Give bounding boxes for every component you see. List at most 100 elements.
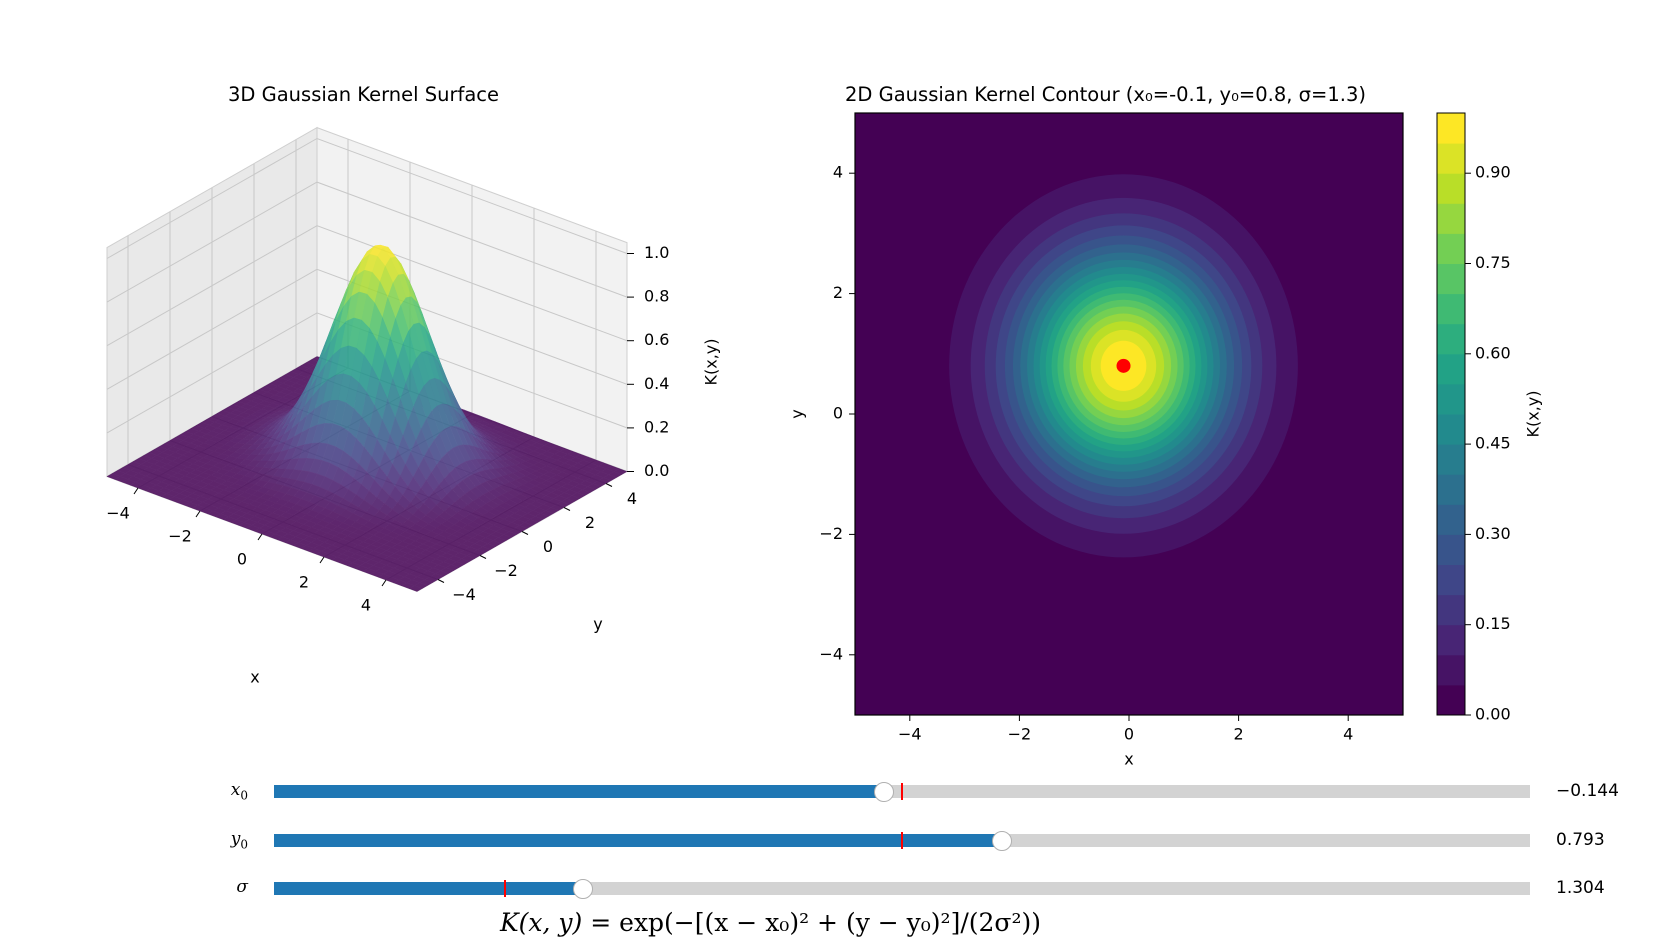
contour-center-marker: [1116, 358, 1131, 373]
colorbar-band: [1437, 113, 1465, 144]
slider-sigma-initial-marker: [503, 880, 506, 897]
slider-sigma[interactable]: σ 1.304: [0, 874, 1667, 904]
surface-y-tick-label: −2: [494, 561, 518, 580]
contour-y-tick-label: −4: [819, 644, 843, 663]
colorbar-tick-label: 0.90: [1475, 163, 1511, 182]
colorbar-band: [1437, 203, 1465, 234]
colorbar-band: [1437, 504, 1465, 535]
colorbar-band: [1437, 474, 1465, 505]
surface-x-tick: [257, 533, 263, 541]
slider-y0[interactable]: y0 0.793: [0, 826, 1667, 856]
surface-z-tick-label: 1.0: [644, 243, 669, 262]
colorbar-band: [1437, 624, 1465, 656]
surface-x-tick-label: 0: [237, 550, 247, 569]
surface-gridline: [106, 181, 628, 303]
colorbar-band: [1437, 143, 1465, 174]
surface-y-tick-label: 0: [543, 537, 553, 556]
colorbar-band: [1437, 654, 1465, 686]
surface-x-tick-label: −4: [106, 504, 130, 523]
contour-x-tick-label: −2: [1008, 725, 1032, 744]
surface-z-axis-label: K(x,y): [702, 339, 721, 386]
colorbar-label: K(x,y): [1524, 391, 1543, 438]
contour-x-tick-label: −4: [898, 725, 922, 744]
colorbar-band: [1437, 684, 1465, 716]
colorbar-band: [1437, 233, 1465, 264]
colorbar-tick-label: 0.15: [1475, 614, 1511, 633]
slider-y0-track[interactable]: [274, 831, 1530, 851]
surface-x-tick-label: −2: [168, 527, 192, 546]
slider-y0-fill: [274, 834, 1002, 847]
contour-x-tick-label: 0: [1124, 725, 1134, 744]
contour-x-tick-label: 4: [1343, 725, 1353, 744]
colorbar-band: [1437, 263, 1465, 295]
colorbar-frame: [1436, 112, 1466, 716]
contour-title: 2D Gaussian Kernel Contour (x₀=-0.1, y₀=…: [845, 83, 1366, 106]
contour-y-tick-label: 2: [833, 283, 843, 302]
slider-sigma-fill: [274, 882, 583, 895]
surface-x-tick-label: 2: [299, 573, 309, 592]
colorbar-tick-label: 0.60: [1475, 343, 1511, 362]
surface-x-tick-label: 4: [361, 596, 371, 615]
slider-x0-handle[interactable]: [873, 782, 894, 802]
slider-sigma-handle[interactable]: [572, 879, 593, 899]
formula-lhs: K(x, y): [500, 908, 583, 937]
colorbar-band: [1437, 414, 1465, 445]
surface-z-tick-label: 0.2: [644, 417, 669, 436]
contour-y-axis-label: y: [788, 409, 807, 418]
surface-y-tick: [479, 555, 487, 559]
slider-y0-initial-marker: [901, 832, 903, 849]
surface-y-tick: [563, 507, 571, 511]
surface-gridline: [106, 225, 628, 347]
contour-y-tick-label: −2: [819, 524, 843, 543]
slider-sigma-track[interactable]: [274, 879, 1530, 899]
surface-x-tick: [319, 556, 325, 564]
contour-y-tick-label: 0: [833, 404, 843, 423]
surface-z-tick-label: 0.4: [644, 374, 669, 393]
slider-x0-track[interactable]: [274, 782, 1530, 802]
slider-x0[interactable]: x0 −0.144: [0, 777, 1667, 807]
formula: K(x, y) = exp(−[(x − x₀)² + (y − y₀)²]/(…: [500, 908, 1041, 937]
surface-y-tick-label: 2: [585, 513, 595, 532]
surface-y-tick: [437, 579, 445, 583]
colorbar-tick-label: 0.75: [1475, 253, 1511, 272]
formula-rhs: = exp(−[(x − x₀)² + (y − y₀)²]/(2σ²)): [590, 908, 1042, 937]
slider-x0-fill: [274, 785, 884, 798]
contour-x-tick-label: 2: [1234, 725, 1244, 744]
colorbar-band: [1437, 293, 1465, 325]
slider-sigma-label: σ: [236, 877, 248, 897]
surface-y-axis-label: y: [593, 615, 602, 634]
colorbar-band: [1437, 173, 1465, 204]
slider-x0-value: −0.144: [1556, 781, 1619, 801]
colorbar-band: [1437, 564, 1465, 596]
surface-z-tick-label: 0.6: [644, 330, 669, 349]
slider-y0-label: y0: [230, 829, 248, 852]
surface-x-axis-label: x: [250, 668, 259, 687]
surface-gridline: [106, 268, 628, 390]
colorbar-band: [1437, 534, 1465, 565]
colorbar-tick-label: 0.45: [1475, 434, 1511, 453]
colorbar-band: [1437, 594, 1465, 626]
slider-x0-initial-marker: [901, 783, 903, 800]
surface-mesh: [106, 244, 628, 592]
slider-y0-handle[interactable]: [991, 831, 1012, 851]
surface-x-tick: [381, 579, 387, 587]
colorbar-tick-label: 0.00: [1475, 705, 1511, 724]
contour-y-tick-label: 4: [833, 163, 843, 182]
surface-z-tick-label: 0.8: [644, 287, 669, 306]
colorbar-band: [1437, 444, 1465, 475]
surface-gridline: [106, 312, 628, 434]
surface-x-tick: [195, 510, 201, 518]
contour-x-axis-label: x: [1124, 750, 1133, 769]
slider-y0-value: 0.793: [1556, 830, 1605, 850]
slider-sigma-value: 1.304: [1556, 878, 1605, 898]
colorbar-band: [1437, 323, 1465, 355]
colorbar-band: [1437, 353, 1465, 385]
surface-facet: [408, 585, 423, 592]
colorbar-tick-label: 0.30: [1475, 524, 1511, 543]
surface-x-tick: [133, 487, 139, 495]
contour-fills: [855, 113, 1403, 715]
slider-x0-label: x0: [230, 780, 248, 803]
surface-gridline: [106, 137, 628, 259]
surface-z-tick-label: 0.0: [644, 461, 669, 480]
